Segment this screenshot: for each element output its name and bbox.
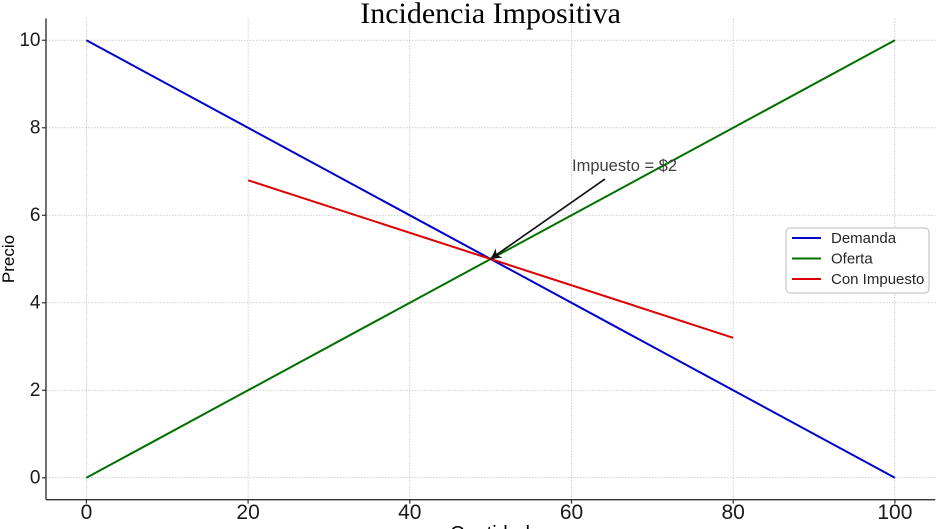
svg-text:Demanda: Demanda [831,230,897,247]
svg-text:0: 0 [81,501,93,524]
svg-text:Precio: Precio [0,235,18,283]
svg-text:6: 6 [30,205,41,226]
svg-text:Incidencia Impositiva: Incidencia Impositiva [360,0,621,30]
svg-text:20: 20 [236,501,259,524]
svg-text:2: 2 [30,380,41,401]
svg-text:Con Impuesto: Con Impuesto [831,271,924,288]
svg-text:100: 100 [877,501,912,524]
svg-text:40: 40 [398,501,421,524]
svg-text:Cantidad: Cantidad [450,523,530,529]
svg-text:10: 10 [19,30,40,51]
svg-text:0: 0 [30,468,41,489]
svg-text:4: 4 [30,293,41,314]
svg-text:8: 8 [30,118,41,139]
svg-text:80: 80 [722,501,745,524]
svg-text:60: 60 [560,501,583,524]
svg-text:Impuesto = $2: Impuesto = $2 [572,157,677,175]
svg-text:Oferta: Oferta [831,251,873,268]
